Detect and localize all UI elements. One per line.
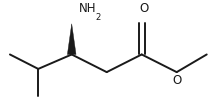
Text: NH: NH <box>79 2 97 15</box>
Text: O: O <box>172 73 181 86</box>
Polygon shape <box>67 24 76 54</box>
Text: 2: 2 <box>95 13 101 22</box>
Text: O: O <box>139 2 148 15</box>
